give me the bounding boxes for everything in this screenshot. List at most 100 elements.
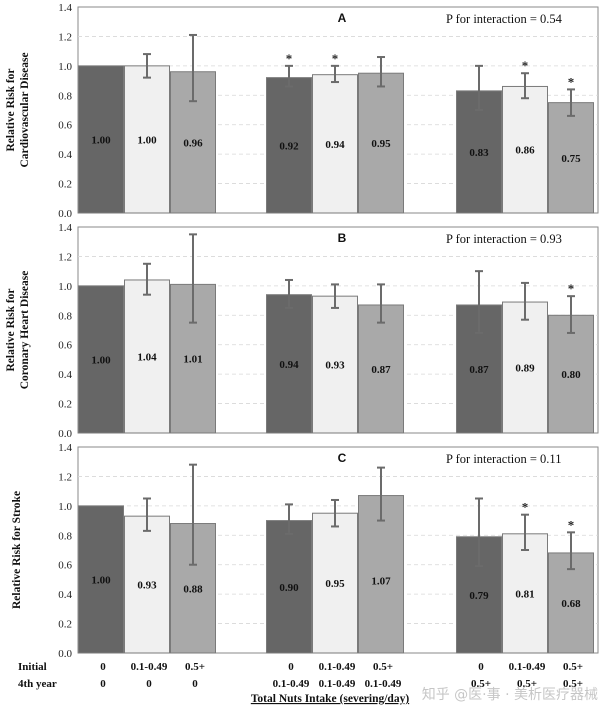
interaction-p-value: P for interaction = 0.11 <box>446 452 561 466</box>
significance-star: * <box>568 281 575 296</box>
chart-panels: 0.0 0.2 0.4 0.6 0.8 1.0 1.2 1.4 Relative Risk fo… <box>5 2 599 660</box>
y-axis-label: Relative Risk for <box>5 68 17 151</box>
data-label: 0.94 <box>279 359 299 371</box>
x-4th-year-value: 0 <box>192 678 198 690</box>
y-tick-label: 1.0 <box>58 281 72 293</box>
bar <box>124 279 170 434</box>
bar <box>502 533 548 654</box>
data-label: 1.04 <box>137 351 157 363</box>
x-initial-value: 0.5+ <box>563 661 583 673</box>
x-initial-value: 0 <box>100 661 106 673</box>
data-label: 1.00 <box>91 574 111 586</box>
x-initial-value: 0.1-0.49 <box>131 661 168 673</box>
y-tick-label: 0.8 <box>58 310 72 322</box>
y-tick-label: 1.0 <box>58 61 72 73</box>
bar <box>548 314 594 434</box>
bar <box>124 65 170 214</box>
x-axis-title: Total Nuts Intake (severing/day) <box>251 693 410 705</box>
panel-b: 0.0 0.2 0.4 0.6 0.8 1.0 1.2 1.4 Relative Risk fo… <box>5 222 599 440</box>
x-initial-value: 0 <box>478 661 484 673</box>
y-tick-label: 1.4 <box>58 222 72 234</box>
data-label: 1.01 <box>183 354 202 366</box>
data-label: 0.90 <box>279 582 299 594</box>
bar <box>78 505 124 654</box>
x-4th-year-value: 0 <box>100 678 106 690</box>
x-4th-year-value: 0 <box>146 678 152 690</box>
x-4th-year-value: 0.1-0.49 <box>319 678 356 690</box>
significance-star: * <box>522 500 529 515</box>
x-4th-year-value: 0.5+ <box>517 678 537 690</box>
significance-star: * <box>568 517 575 532</box>
significance-star: * <box>286 51 293 66</box>
bar <box>502 85 548 214</box>
x-initial-value: 0.1-0.49 <box>509 661 546 673</box>
x-initial-value: 0 <box>288 661 294 673</box>
y-tick-label: 0.2 <box>58 619 72 631</box>
interaction-p-value: P for interaction = 0.54 <box>446 12 563 26</box>
bar <box>78 65 124 214</box>
panel-a: 0.0 0.2 0.4 0.6 0.8 1.0 1.2 1.4 Relative Risk fo… <box>5 2 599 220</box>
data-label: 0.92 <box>279 140 299 152</box>
interaction-p-value: P for interaction = 0.93 <box>446 232 562 246</box>
data-label: 0.95 <box>371 138 391 150</box>
data-label: 1.00 <box>137 134 157 146</box>
bar <box>456 90 502 214</box>
y-tick-label: 0.4 <box>58 149 72 161</box>
significance-star: * <box>332 51 339 66</box>
bar <box>78 285 124 434</box>
data-label: 0.81 <box>515 588 534 600</box>
y-tick-label: 0.0 <box>58 648 72 660</box>
data-label: 0.86 <box>515 145 535 157</box>
data-label: 0.88 <box>183 583 203 595</box>
data-label: 0.80 <box>561 369 581 381</box>
y-axis-label: Relative Risk for Stroke <box>11 491 23 609</box>
bar <box>548 102 594 214</box>
y-tick-label: 0.0 <box>58 428 72 440</box>
y-tick-label: 0.4 <box>58 589 72 601</box>
x-4th-year-value: 0.1-0.49 <box>365 678 402 690</box>
bar <box>358 304 404 434</box>
data-label: 0.83 <box>469 147 489 159</box>
data-label: 0.79 <box>469 590 489 602</box>
y-axis-label: Cardiovascular Disease <box>19 52 31 167</box>
x-4th-year-value: 0.1-0.49 <box>273 678 310 690</box>
y-tick-label: 1.2 <box>58 251 72 263</box>
y-tick-label: 0.8 <box>58 90 72 102</box>
y-tick-label: 0.0 <box>58 208 72 220</box>
y-tick-label: 0.6 <box>58 340 72 352</box>
bar <box>502 301 548 434</box>
bar <box>358 495 404 654</box>
bar <box>170 283 216 434</box>
data-label: 0.93 <box>325 360 345 372</box>
bar <box>266 77 312 214</box>
data-label: 0.93 <box>137 580 157 592</box>
data-label: 0.75 <box>561 153 581 165</box>
x-4th-year-value: 0.5+ <box>563 678 583 690</box>
panel-c: 0.0 0.2 0.4 0.6 0.8 1.0 1.2 1.4 Relative Risk fo… <box>11 442 599 660</box>
x-axis-category-table: Initial 4th year 0 0 0.1-0.49 0 0.5+ 0 0 0.1-0.49… <box>18 661 583 705</box>
data-label: 0.89 <box>515 363 535 375</box>
watermark-text: 知乎 @医·事 · 美析医疗器械 <box>422 686 598 703</box>
y-tick-label: 1.2 <box>58 31 72 43</box>
y-tick-label: 0.4 <box>58 369 72 381</box>
significance-star: * <box>568 74 575 89</box>
bar <box>312 74 358 214</box>
data-label: 0.94 <box>325 139 345 151</box>
x-4th-year-value: 0.5+ <box>471 678 491 690</box>
bar <box>312 512 358 654</box>
y-tick-label: 0.6 <box>58 560 72 572</box>
bar <box>312 295 358 434</box>
bar <box>124 515 170 654</box>
data-label: 0.87 <box>371 364 391 376</box>
data-label: 0.68 <box>561 598 581 610</box>
data-label: 0.95 <box>325 578 345 590</box>
data-label: 0.96 <box>183 137 203 149</box>
y-tick-label: 0.8 <box>58 530 72 542</box>
panel-letter: B <box>338 231 347 245</box>
y-tick-label: 0.2 <box>58 399 72 411</box>
x-row-label-initial: Initial <box>18 661 47 673</box>
y-tick-label: 0.6 <box>58 120 72 132</box>
y-tick-label: 1.2 <box>58 471 72 483</box>
y-tick-label: 0.2 <box>58 179 72 191</box>
